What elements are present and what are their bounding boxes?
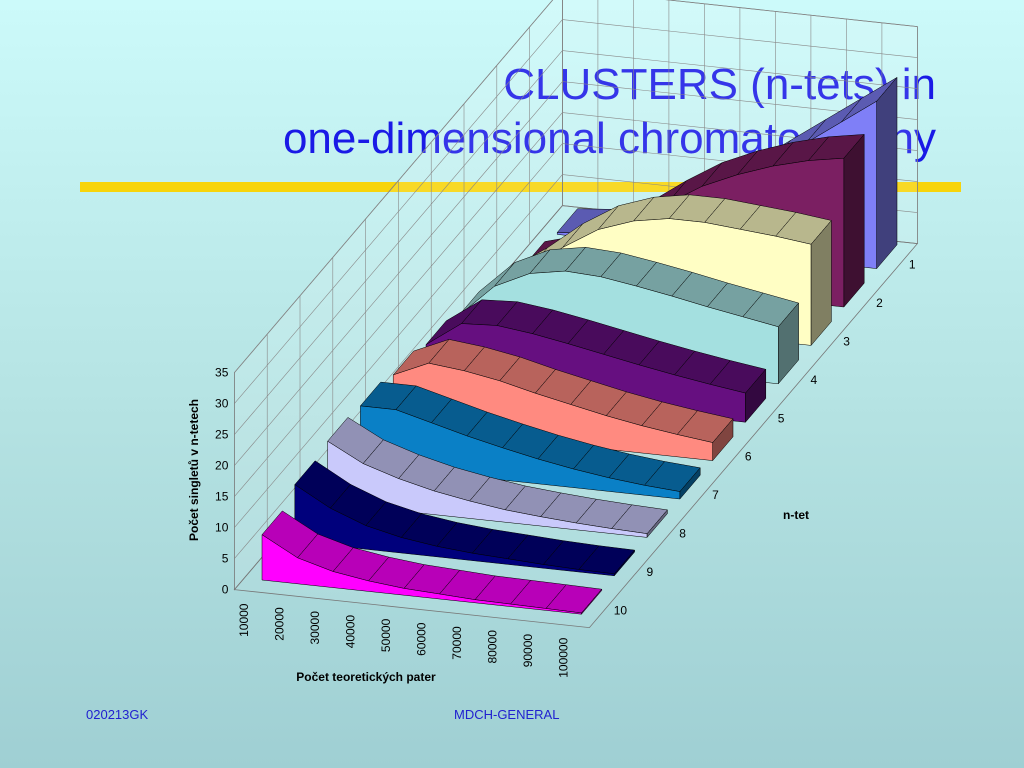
- ribbon-end-cap: [810, 219, 832, 347]
- y-axis-title: Počet singletů v n-tetech: [187, 399, 201, 541]
- z-tick-label: 8: [679, 527, 686, 541]
- ribbon-end-cap: [745, 368, 767, 423]
- x-tick-label: 90000: [521, 634, 535, 668]
- x-tick-label: 50000: [379, 618, 393, 652]
- z-tick-label: 5: [778, 411, 785, 425]
- x-tick-label: 40000: [344, 615, 358, 649]
- x-axis-title: Počet teoretických pater: [296, 670, 436, 684]
- y-tick-label: 10: [215, 521, 229, 535]
- z-axis-title: n-tet: [783, 508, 809, 522]
- ribbon-series-10: [261, 510, 603, 615]
- ribbon-end-cap: [581, 588, 603, 615]
- y-tick-label: 30: [215, 397, 229, 411]
- footer-label: MDCH-GENERAL: [454, 707, 560, 722]
- z-tick-label: 4: [811, 373, 818, 387]
- ribbon-end-cap: [778, 302, 799, 385]
- z-tick-label: 3: [843, 335, 850, 349]
- chart-ribbons: [261, 76, 898, 615]
- y-tick-label: 35: [215, 366, 229, 380]
- ribbon-series-5: [425, 299, 767, 423]
- ribbon-end-cap: [876, 76, 898, 270]
- ribbon-series-7: [359, 381, 701, 500]
- x-tick-label: 100000: [557, 637, 571, 677]
- ribbon-end-cap: [614, 549, 635, 577]
- x-tick-label: 30000: [308, 611, 322, 645]
- title-divider: [80, 182, 961, 192]
- z-tick-label: 9: [647, 565, 654, 579]
- y-tick-label: 20: [215, 459, 229, 473]
- ribbon-series-8: [327, 417, 668, 539]
- x-tick-label: 80000: [486, 630, 500, 664]
- ribbon-series-9: [294, 460, 636, 577]
- y-tick-label: 5: [222, 552, 229, 566]
- x-tick-label: 60000: [415, 622, 429, 656]
- ribbon-series-6: [392, 338, 734, 462]
- y-tick-label: 0: [222, 583, 229, 597]
- chart-labels: Počet teoretických pater Počet singletů …: [187, 258, 916, 684]
- z-tick-label: 10: [614, 603, 628, 617]
- ribbon-end-cap: [679, 467, 701, 500]
- y-tick-label: 15: [215, 490, 229, 504]
- x-tick-label: 20000: [273, 607, 287, 641]
- y-tick-label: 25: [215, 428, 229, 442]
- footer-code: 020213GK: [86, 707, 149, 722]
- z-tick-label: 6: [745, 450, 752, 464]
- y-gridline: [234, 0, 918, 373]
- ribbon-end-cap: [712, 418, 734, 462]
- z-tick-label: 1: [909, 258, 916, 272]
- x-tick-label: 10000: [237, 603, 251, 637]
- z-tick-label: 7: [712, 488, 719, 502]
- x-tick-label: 70000: [450, 626, 464, 660]
- z-tick-label: 2: [876, 296, 883, 310]
- ribbon-end-cap: [843, 133, 865, 308]
- ribbon-end-cap: [646, 509, 668, 539]
